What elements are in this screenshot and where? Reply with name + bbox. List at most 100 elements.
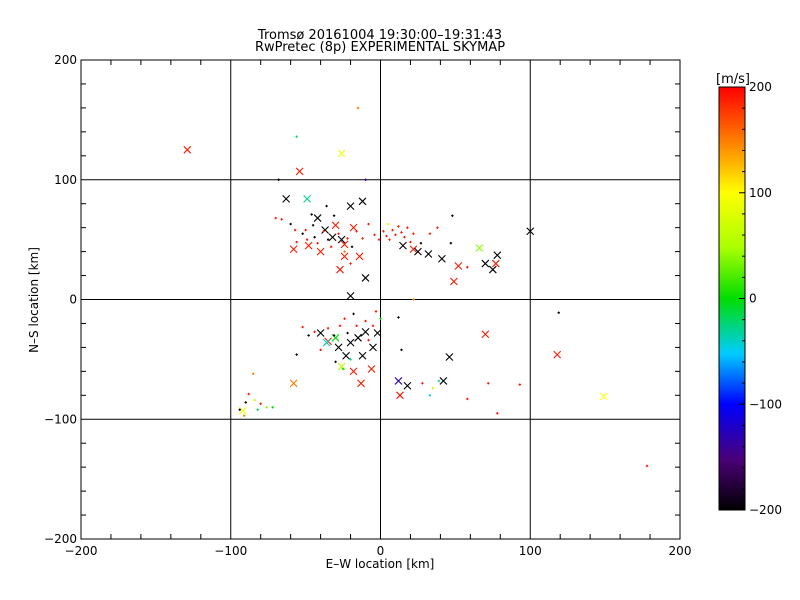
data-point-x bbox=[414, 247, 422, 256]
data-point-x bbox=[183, 145, 192, 154]
colorbar-label: [m/s] bbox=[716, 72, 750, 87]
data-point-dot bbox=[466, 397, 469, 401]
data-point-x bbox=[599, 392, 608, 401]
data-point-dot bbox=[451, 214, 454, 217]
data-point-dot bbox=[346, 331, 349, 335]
data-point-dot bbox=[437, 379, 441, 383]
x-tick-label: −100 bbox=[214, 544, 247, 558]
data-point-dot bbox=[343, 317, 346, 320]
data-point-x bbox=[295, 167, 304, 176]
data-point-x bbox=[357, 379, 365, 388]
data-point-x bbox=[491, 259, 500, 268]
data-point-dot bbox=[388, 238, 391, 241]
data-point-dot bbox=[346, 237, 349, 240]
y-axis-label: N–S location [km] bbox=[27, 247, 41, 353]
data-point-x bbox=[361, 327, 370, 336]
data-point-x bbox=[373, 329, 382, 337]
data-point-dot bbox=[277, 178, 280, 181]
data-point-dot bbox=[361, 237, 364, 240]
colorbar-tick-label: 200 bbox=[749, 80, 772, 94]
data-point-dot bbox=[400, 231, 403, 234]
data-point-dot bbox=[403, 236, 406, 239]
x-axis-ticks: −200 −100 0 100 200 bbox=[65, 60, 692, 558]
data-point-x bbox=[289, 379, 298, 388]
data-point-dot bbox=[326, 238, 330, 241]
data-point-x bbox=[355, 252, 364, 261]
data-point-dot bbox=[319, 348, 322, 351]
data-point-dot bbox=[238, 408, 241, 411]
data-point-dot bbox=[394, 233, 397, 237]
data-point-dot bbox=[355, 324, 358, 328]
colorbar-tick-label: −100 bbox=[749, 397, 782, 411]
data-point-x bbox=[282, 195, 291, 203]
data-point-x bbox=[493, 251, 502, 260]
data-point-dot bbox=[449, 242, 453, 245]
data-point-dot bbox=[364, 319, 367, 323]
data-point-dot bbox=[373, 233, 376, 237]
data-point-x bbox=[346, 202, 355, 210]
data-points bbox=[183, 106, 649, 468]
data-point-x bbox=[349, 223, 358, 232]
grid-lines bbox=[81, 60, 680, 539]
data-point-dot bbox=[431, 386, 435, 390]
y-axis-ticks: −200 −100 0 100 200 bbox=[44, 53, 680, 546]
data-point-dot bbox=[295, 240, 298, 244]
data-point-x bbox=[337, 235, 346, 244]
data-point-dot bbox=[386, 222, 390, 226]
data-point-dot bbox=[322, 230, 325, 233]
data-point-dot bbox=[259, 402, 262, 405]
data-point-dot bbox=[341, 367, 345, 371]
data-point-x bbox=[475, 244, 484, 252]
data-point-x bbox=[424, 250, 433, 258]
data-point-x bbox=[367, 365, 376, 373]
data-point-x bbox=[396, 391, 404, 400]
data-point-x bbox=[336, 265, 344, 274]
data-point-x bbox=[346, 338, 355, 347]
x-tick-label: 200 bbox=[669, 544, 692, 558]
data-point-x bbox=[340, 240, 349, 249]
data-point-dot bbox=[334, 360, 337, 363]
colorbar-tick-label: −200 bbox=[749, 503, 782, 517]
data-point-x bbox=[289, 245, 298, 254]
data-point-dot bbox=[313, 236, 316, 239]
data-point-x bbox=[303, 195, 312, 203]
data-point-dot bbox=[343, 250, 346, 253]
data-point-dot bbox=[419, 242, 423, 245]
x-tick-label: 0 bbox=[377, 544, 385, 558]
data-point-x bbox=[409, 245, 418, 254]
data-point-dot bbox=[379, 317, 382, 320]
data-point-dot bbox=[367, 222, 370, 226]
data-point-dot bbox=[364, 178, 367, 181]
data-point-x bbox=[399, 241, 407, 250]
x-tick-label: 100 bbox=[519, 544, 542, 558]
data-point-dot bbox=[337, 232, 340, 235]
data-point-dot bbox=[557, 311, 560, 314]
colorbar-ticks: 200 100 0 −100 −200 bbox=[739, 80, 782, 517]
data-point-dot bbox=[332, 214, 336, 217]
data-point-x bbox=[369, 343, 377, 352]
data-point-x bbox=[553, 350, 562, 359]
data-point-x bbox=[331, 221, 340, 230]
data-point-dot bbox=[518, 383, 521, 386]
data-point-dot bbox=[374, 310, 378, 313]
data-point-x bbox=[445, 353, 454, 361]
data-point-dot bbox=[412, 232, 415, 235]
y-tick-label: −200 bbox=[44, 532, 77, 546]
data-point-dot bbox=[645, 464, 649, 468]
colorbar-tick-label: 100 bbox=[749, 186, 772, 200]
y-tick-label: 0 bbox=[69, 293, 77, 307]
data-point-dot bbox=[371, 324, 375, 328]
y-tick-label: 100 bbox=[54, 173, 77, 187]
data-point-dot bbox=[293, 228, 297, 232]
data-point-x bbox=[454, 262, 463, 270]
data-point-x bbox=[449, 277, 458, 286]
data-point-x bbox=[238, 406, 247, 415]
data-point-x bbox=[361, 274, 370, 282]
data-point-dot bbox=[252, 372, 255, 375]
data-point-dot bbox=[385, 234, 388, 238]
data-point-x bbox=[438, 254, 446, 263]
data-point-dot bbox=[295, 353, 298, 356]
data-point-dot bbox=[332, 334, 336, 337]
data-point-x bbox=[316, 247, 325, 256]
